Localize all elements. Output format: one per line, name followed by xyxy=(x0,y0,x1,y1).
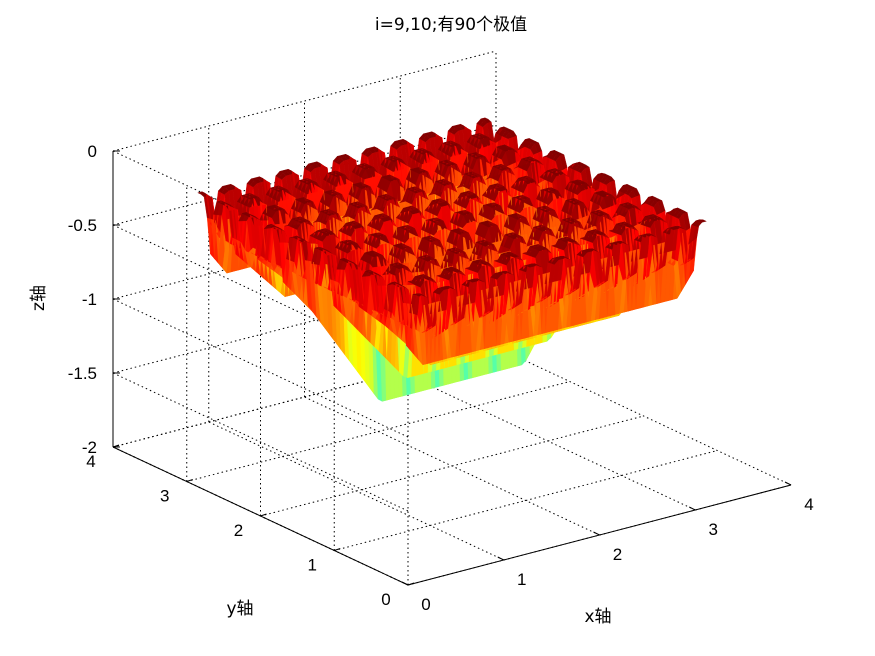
x-tick-mark-0 xyxy=(401,581,409,586)
surface-mesh xyxy=(197,117,707,402)
y-tick-mark-2 xyxy=(260,513,267,517)
x-tick-label-0: 0 xyxy=(421,595,430,614)
grid-line-floor-x-3 xyxy=(400,371,696,511)
y-tick-label-4: 4 xyxy=(86,452,95,471)
y-tick-label-2: 2 xyxy=(234,521,243,540)
surface-patch xyxy=(698,219,707,223)
axes xyxy=(112,150,792,586)
x-axis-label: x轴 xyxy=(584,607,611,627)
x-tick-mark-4 xyxy=(784,481,792,486)
x-tick-label-3: 3 xyxy=(709,520,718,539)
x-tick-mark-2 xyxy=(593,531,600,536)
z-tick-label-2: -1 xyxy=(82,290,97,309)
grid-line-floor-x-2 xyxy=(304,396,600,536)
grid-line-backright-z-0 xyxy=(112,50,497,152)
z-tick-label-1: -0.5 xyxy=(68,216,97,235)
grid-line-backleft-z-3 xyxy=(112,372,409,512)
y-axis-label: y轴 xyxy=(226,599,253,619)
z-tick-label-0: 0 xyxy=(88,142,97,161)
chart-title: i=9,10;有90个极值 xyxy=(375,15,527,35)
z-axis-label: z轴 xyxy=(29,285,49,311)
grid-line-floor-x-1 xyxy=(208,421,504,561)
x-tick-label-4: 4 xyxy=(804,495,813,514)
z-tick-label-4: -2 xyxy=(82,438,97,457)
grid-line-floor-y-3 xyxy=(186,381,570,482)
tick-labels: 0 1 2 3 4 0 1 2 3 4 0 -0.5 -1 -1.5 -2 xyxy=(68,142,814,614)
grid-line-floor-y-2 xyxy=(260,415,644,517)
y-tick-mark-1 xyxy=(334,548,341,551)
y-tick-label-3: 3 xyxy=(160,487,169,506)
y-tick-label-0: 0 xyxy=(381,590,390,609)
grid-line-floor-y-1 xyxy=(334,450,718,551)
y-tick-label-1: 1 xyxy=(308,556,317,575)
y-tick-mark-0 xyxy=(407,582,415,586)
grid-line-backleft-z-2 xyxy=(112,298,409,438)
x-tick-label-2: 2 xyxy=(613,545,622,564)
x-tick-mark-1 xyxy=(497,556,504,561)
z-tick-label-3: -1.5 xyxy=(68,364,97,383)
y-tick-mark-3 xyxy=(186,479,193,482)
grid-line-floor-x-4 xyxy=(495,346,792,486)
x-tick-label-1: 1 xyxy=(517,570,526,589)
x-tick-mark-3 xyxy=(689,506,696,511)
